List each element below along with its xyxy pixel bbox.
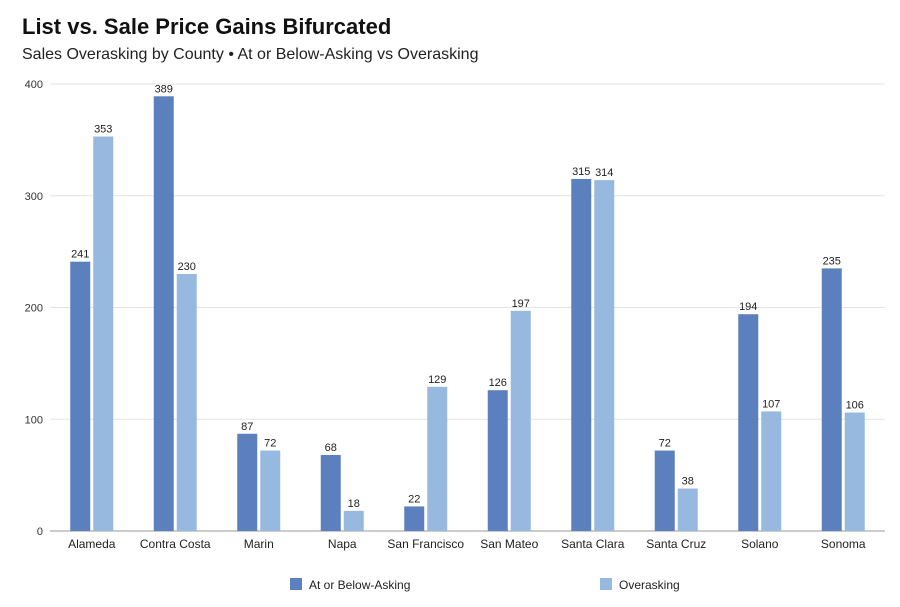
bar-overasking	[761, 411, 782, 531]
bar-at-or-below-asking	[153, 96, 174, 531]
bar-at-or-below-asking	[654, 450, 675, 531]
data-label: 38	[682, 476, 694, 488]
data-label: 87	[241, 421, 253, 433]
x-category-label: Sonoma	[821, 537, 866, 551]
data-label: 107	[762, 398, 780, 410]
x-category-label: Napa	[328, 537, 357, 551]
bar-at-or-below-asking	[571, 178, 592, 532]
x-category-label: Marin	[244, 537, 274, 551]
x-category-label: Solano	[741, 537, 779, 551]
bar-at-or-below-asking	[487, 390, 508, 531]
bar-overasking	[176, 273, 197, 531]
x-category-label: Santa Cruz	[646, 537, 706, 551]
data-label: 314	[595, 167, 613, 179]
data-label: 22	[408, 493, 420, 505]
bar-overasking	[93, 136, 114, 531]
data-label: 72	[264, 438, 276, 450]
y-axis-ticks: 0 100 200 300 400	[25, 79, 43, 538]
data-labels: 241 353 389 230 87 72 68 18 22 129 126 1…	[71, 83, 864, 510]
bar-at-or-below-asking	[738, 314, 759, 531]
data-label: 126	[489, 377, 507, 389]
data-label: 241	[71, 249, 89, 261]
y-tick-label: 100	[25, 414, 43, 426]
legend: At or Below-Asking Overasking	[290, 578, 680, 592]
bar-overasking	[510, 310, 531, 531]
data-label: 72	[659, 438, 671, 450]
data-label: 230	[178, 261, 196, 273]
legend-swatch-at-or-below-asking	[290, 578, 302, 590]
data-label: 68	[325, 442, 337, 454]
data-label: 389	[155, 83, 173, 95]
y-tick-label: 0	[37, 526, 43, 538]
legend-swatch-overasking	[600, 578, 612, 590]
bar-at-or-below-asking	[237, 433, 258, 531]
data-label: 315	[572, 166, 590, 178]
x-category-label: Santa Clara	[561, 537, 625, 551]
y-tick-label: 300	[25, 191, 43, 203]
legend-label-overasking: Overasking	[619, 578, 680, 592]
bar-at-or-below-asking	[70, 261, 91, 531]
bar-at-or-below-asking	[320, 455, 341, 531]
x-category-label: Contra Costa	[140, 537, 211, 551]
bar-overasking	[677, 488, 698, 531]
x-category-label: Alameda	[68, 537, 116, 551]
bar-at-or-below-asking	[821, 268, 842, 531]
grid-lines	[50, 83, 885, 532]
bar-overasking	[594, 180, 615, 532]
chart-subtitle: Sales Overasking by County • At or Below…	[22, 46, 479, 63]
x-category-label: San Mateo	[480, 537, 538, 551]
data-label: 106	[846, 400, 864, 412]
data-label: 353	[94, 124, 112, 136]
data-label: 197	[512, 298, 530, 310]
x-category-label: San Francisco	[387, 537, 464, 551]
y-tick-label: 200	[25, 303, 43, 315]
data-label: 129	[428, 374, 446, 386]
bar-at-or-below-asking	[404, 506, 425, 531]
chart-title: List vs. Sale Price Gains Bifurcated	[22, 14, 392, 39]
data-label: 194	[739, 301, 757, 313]
bars	[70, 96, 865, 532]
bar-overasking	[343, 510, 364, 531]
bar-overasking	[260, 450, 281, 531]
bar-overasking	[844, 412, 865, 531]
data-label: 235	[823, 255, 841, 267]
bar-overasking	[427, 386, 448, 531]
x-axis-categories: Alameda Contra Costa Marin Napa San Fran…	[68, 537, 866, 551]
y-tick-label: 400	[25, 79, 43, 91]
legend-label-at-or-below-asking: At or Below-Asking	[309, 578, 410, 592]
data-label: 18	[348, 498, 360, 510]
